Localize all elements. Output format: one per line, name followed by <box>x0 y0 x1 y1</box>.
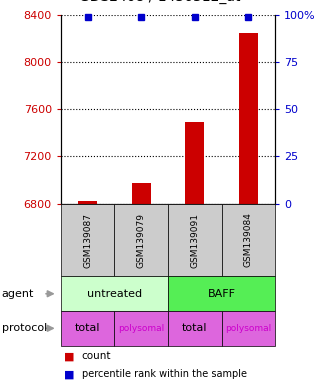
Text: polysomal: polysomal <box>225 324 272 333</box>
Text: untreated: untreated <box>87 289 142 299</box>
Bar <box>239 33 258 204</box>
Bar <box>132 183 151 204</box>
Text: GSM139087: GSM139087 <box>83 212 92 268</box>
Text: ■: ■ <box>64 351 75 361</box>
Text: protocol: protocol <box>2 323 47 333</box>
Bar <box>185 122 204 204</box>
Text: GSM139091: GSM139091 <box>190 212 199 268</box>
Text: BAFF: BAFF <box>208 289 236 299</box>
Bar <box>78 200 97 204</box>
Text: GDS2408 / 1436312_at: GDS2408 / 1436312_at <box>79 0 241 4</box>
Text: total: total <box>75 323 100 333</box>
Text: GSM139084: GSM139084 <box>244 213 253 267</box>
Text: percentile rank within the sample: percentile rank within the sample <box>82 369 247 379</box>
Text: polysomal: polysomal <box>118 324 164 333</box>
Text: total: total <box>182 323 208 333</box>
Text: GSM139079: GSM139079 <box>137 212 146 268</box>
Text: count: count <box>82 351 111 361</box>
Text: agent: agent <box>2 289 34 299</box>
Text: ■: ■ <box>64 369 75 379</box>
